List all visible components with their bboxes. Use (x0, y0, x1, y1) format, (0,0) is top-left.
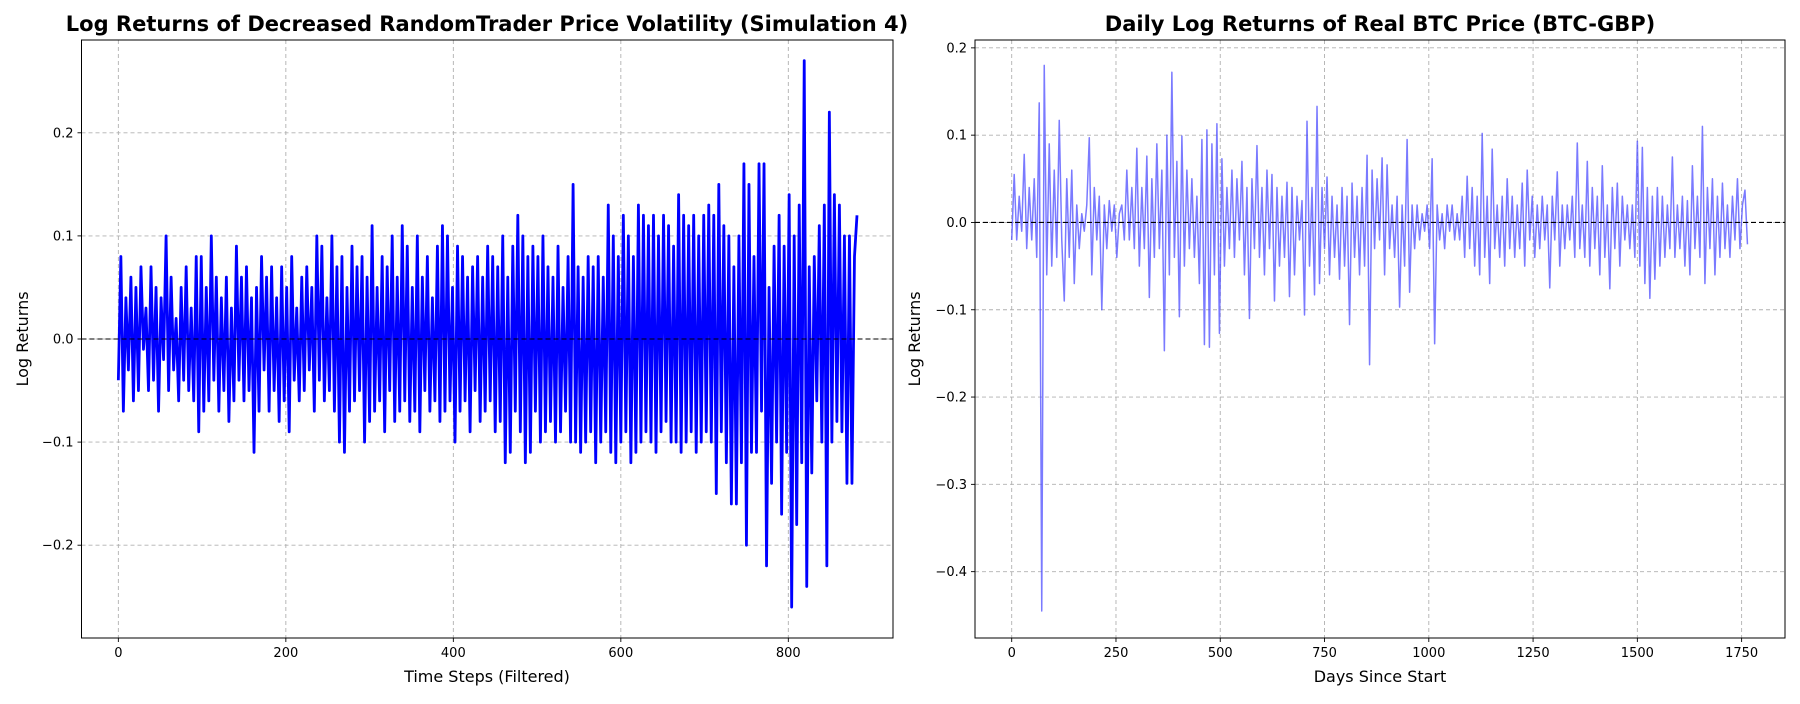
y-tick-label: 0.2 (946, 41, 967, 56)
log-returns-line (116, 59, 859, 609)
y-tick-label: −0.4 (935, 565, 967, 580)
x-tick-label: 500 (1208, 646, 1233, 661)
chart-title: Log Returns of Decreased RandomTrader Pr… (66, 12, 908, 36)
y-tick-label: −0.3 (935, 478, 967, 493)
x-tick-label: 750 (1312, 646, 1337, 661)
x-tick-label: 1000 (1412, 646, 1445, 661)
axes-frame (974, 39, 1786, 639)
x-tick-label: 1500 (1621, 646, 1654, 661)
y-tick-label: −0.1 (42, 436, 74, 451)
x-tick-label: 800 (776, 646, 801, 661)
x-axis-label: Days Since Start (1314, 667, 1447, 686)
y-tick-label: 0.0 (946, 216, 967, 231)
right-chart-panel: Daily Log Returns of Real BTC Price (BTC… (905, 12, 1786, 686)
x-tick-label: 1750 (1725, 646, 1758, 661)
y-tick-label: 0.0 (53, 333, 74, 348)
y-axis-label: Log Returns (905, 291, 924, 386)
log-returns-line (1010, 64, 1749, 612)
x-tick-label: 250 (1104, 646, 1129, 661)
x-tick-label: 0 (1008, 646, 1016, 661)
chart-title: Daily Log Returns of Real BTC Price (BTC… (1105, 12, 1655, 36)
left-chart-panel: Log Returns of Decreased RandomTrader Pr… (13, 12, 908, 686)
y-tick-label: −0.2 (42, 539, 74, 554)
y-tick-label: −0.1 (935, 303, 967, 318)
x-tick-label: 400 (441, 646, 466, 661)
x-tick-label: 0 (114, 646, 122, 661)
axes-frame (81, 39, 894, 639)
y-axis-label: Log Returns (13, 291, 32, 386)
x-tick-label: 200 (273, 646, 298, 661)
x-tick-label: 600 (608, 646, 633, 661)
y-tick-label: 0.1 (53, 229, 74, 244)
x-axis-label: Time Steps (Filtered) (403, 667, 570, 686)
y-tick-label: 0.1 (946, 129, 967, 144)
y-tick-label: 0.2 (53, 126, 74, 141)
x-tick-label: 1250 (1517, 646, 1550, 661)
y-tick-label: −0.2 (935, 391, 967, 406)
